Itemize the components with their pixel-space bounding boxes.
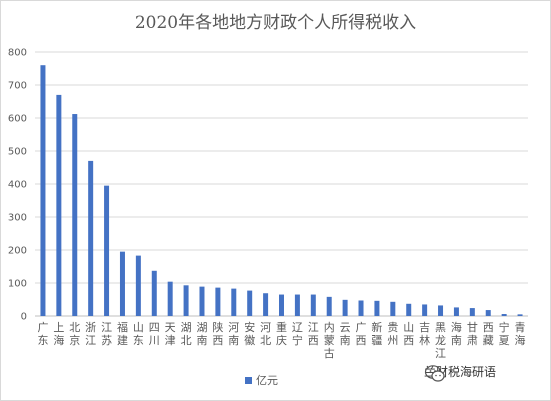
bar [247,290,253,316]
bar [453,307,459,316]
x-tick-label: 新疆 [371,320,382,347]
bar [438,305,444,316]
x-tick-label: 福建 [117,320,128,347]
bar [231,288,237,316]
bar [501,314,507,316]
bar [40,65,46,316]
x-tick-label: 湖南 [196,321,207,347]
wechat-icon [424,365,445,382]
x-tick-label: 内蒙古 [324,320,335,360]
bar [390,301,396,316]
y-tick-label: 200 [8,246,27,257]
x-tick-label: 四川 [149,321,160,347]
bar [104,185,110,316]
y-tick-label: 700 [8,81,27,92]
y-tick-label: 800 [8,48,27,59]
x-tick-label: 甘肃 [467,321,478,347]
bar [263,293,269,316]
watermark: 兰财税海研语 [424,363,496,382]
bar [374,300,380,316]
bar [56,94,62,317]
chart-title: 2020年各地地方财政个人所得税收入 [134,13,417,33]
x-tick-label: 江西 [308,321,319,347]
bar [151,270,157,316]
x-tick-label: 青海 [515,321,526,347]
x-tick-label: 云南 [340,321,351,347]
x-tick-label: 山东 [133,321,144,347]
bar [358,300,364,316]
x-tick-label: 北京 [69,321,80,347]
x-tick-label: 河北 [260,321,271,347]
x-tick-label: 海南 [451,320,462,347]
x-tick-label: 黑龙江 [435,321,446,360]
bar [517,314,523,316]
y-tick-label: 300 [8,213,27,224]
legend: 亿元 [245,372,278,388]
y-tick-label: 100 [8,279,27,290]
x-tick-label: 吉林 [419,321,430,347]
bar [215,287,221,316]
x-tick-label: 西藏 [483,321,494,347]
bar [422,304,428,316]
legend-label: 亿元 [256,374,278,387]
x-tick-label: 宁夏 [499,320,510,347]
bar [167,281,173,316]
bar [342,299,348,316]
bar [199,286,205,316]
y-tick-label: 400 [8,180,27,191]
x-tick-label: 广东 [37,321,48,347]
bar [135,255,141,316]
bar [119,251,125,316]
bar [294,294,300,316]
x-tick-label: 天津 [165,321,176,347]
bar [406,303,412,316]
y-tick-label: 500 [8,147,27,158]
bar [279,294,284,316]
x-tick-label: 安徽 [244,320,255,347]
y-tick-label: 600 [8,114,27,125]
bar [183,285,189,316]
x-tick-label: 重庆 [276,320,287,347]
x-tick-label: 江苏 [101,321,112,347]
x-tick-label: 湖北 [181,321,192,347]
x-tick-label: 广西 [356,321,367,347]
x-tick-label: 河南 [228,321,239,347]
x-tick-label: 山西 [403,321,414,347]
bar [88,160,94,316]
bar [72,114,78,316]
x-tick-label: 陕西 [212,320,223,347]
bar [469,308,475,316]
x-tick-label: 上海 [53,321,64,347]
x-tick-label: 辽宁 [292,321,303,347]
x-tick-label: 贵州 [387,321,398,347]
bar [485,310,491,316]
x-tick-label: 浙江 [85,321,96,347]
legend-swatch [245,376,252,384]
y-tick-label: 0 [21,312,27,323]
bar [326,296,332,316]
bar [310,294,316,316]
